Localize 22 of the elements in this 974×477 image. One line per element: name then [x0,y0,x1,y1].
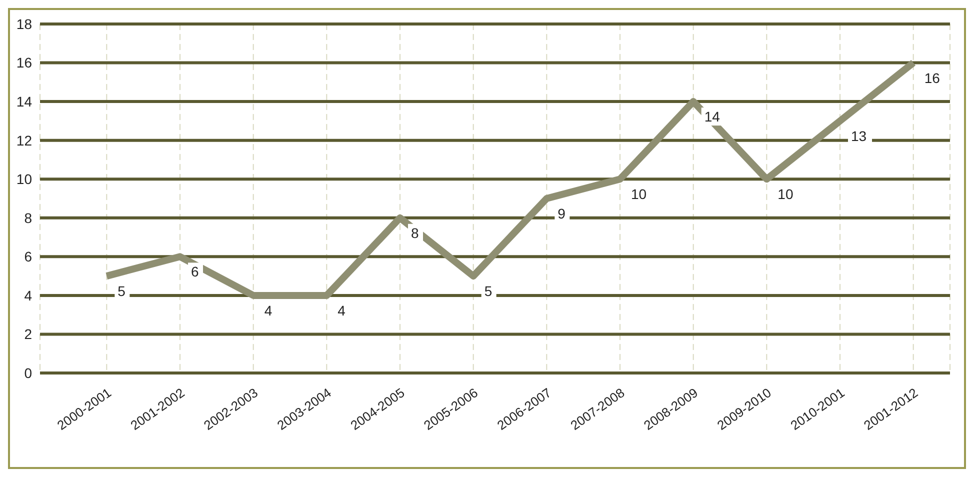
data-label: 16 [924,70,940,86]
y-tick-label: 0 [24,364,32,381]
data-label: 6 [191,264,199,280]
y-tick-label: 14 [16,94,32,110]
data-label: 10 [778,186,794,202]
y-tick-label: 8 [24,210,32,226]
y-tick-label: 2 [24,326,32,342]
y-tick-label: 10 [16,171,32,188]
data-label: 9 [558,206,566,222]
data-label: 4 [338,302,346,318]
y-tick-label: 12 [16,132,32,148]
data-label: 5 [118,283,126,300]
y-tick-label: 18 [16,16,32,32]
data-label: 13 [851,128,867,144]
y-tick-label: 4 [24,287,32,304]
data-label: 5 [484,283,492,300]
y-tick-label: 6 [24,248,32,265]
data-label: 10 [631,186,647,202]
data-label: 8 [411,224,419,241]
y-tick-label: 16 [16,54,32,71]
data-label: 14 [704,108,720,125]
data-label: 4 [264,302,272,318]
